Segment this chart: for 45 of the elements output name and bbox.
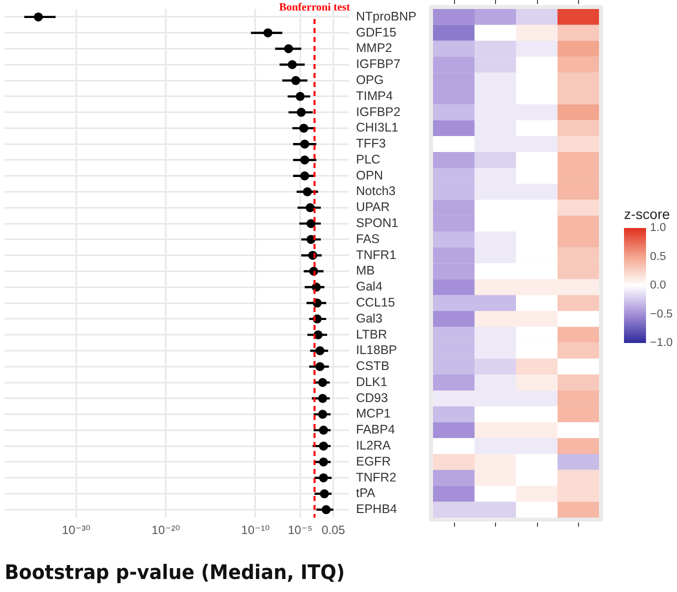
y-tick-label: FAS (356, 232, 380, 246)
y-tick-label: FABP4 (356, 422, 395, 437)
y-tick-label: OPG (356, 72, 384, 87)
y-tick-label: TNFR2 (356, 470, 396, 484)
y-tick-label: MCP1 (356, 406, 391, 421)
y-tick-label: OPN (356, 168, 384, 182)
x-tick-label: 10⁻²⁰ (152, 523, 180, 538)
y-tick-label: IGFBP2 (356, 104, 401, 119)
y-tick-label: MB (356, 264, 375, 278)
x-axis-title: Bootstrap p-value (Median, ITQ) (4, 560, 345, 584)
y-tick-label: TFF3 (356, 136, 386, 151)
y-tick-label: DLK1 (356, 374, 388, 389)
color-bar-label: −0.5 (650, 308, 673, 320)
y-tick-label: IL18BP (356, 343, 398, 358)
y-tick-label: TIMP4 (356, 88, 393, 103)
x-tick-label: 0.05 (322, 523, 346, 538)
y-tick-label: LTBR (356, 327, 388, 342)
y-tick-label: tPA (356, 486, 376, 500)
y-tick-label: IL2RA (356, 438, 392, 453)
y-tick-label: Gal3 (356, 311, 382, 326)
x-tick-label: 10⁻⁵ (288, 523, 313, 538)
color-bar-title: z-score (624, 206, 670, 222)
color-bar-label: 0.0 (650, 280, 666, 292)
y-tick-label: CCL15 (356, 295, 395, 310)
x-tick-label: 10⁻³⁰ (62, 523, 91, 538)
y-tick-label: PLC (356, 152, 380, 166)
y-tick-label: CSTB (356, 359, 390, 374)
color-bar-label: 0.5 (650, 250, 666, 263)
y-tick-label: TNFR1 (356, 248, 396, 262)
y-tick-label: CHI3L1 (356, 120, 398, 135)
ref-line-label: Bonferroni test (279, 1, 350, 14)
x-tick-label: 10⁻¹⁰ (241, 523, 270, 538)
y-tick-label: EPHB4 (356, 502, 398, 516)
y-tick-label: NTproBNP (356, 9, 416, 24)
color-bar-label: 1.0 (650, 222, 666, 234)
y-tick-label: CD93 (356, 390, 388, 405)
color-bar-label: −1.0 (650, 337, 673, 350)
y-tick-label: GDF15 (356, 25, 396, 40)
y-tick-label: Gal4 (356, 280, 382, 294)
y-tick-label: UPAR (356, 200, 390, 214)
y-tick-label: MMP2 (356, 41, 392, 56)
y-tick-label: SPON1 (356, 216, 398, 230)
y-tick-label: Notch3 (356, 184, 396, 198)
y-tick-label: EGFR (356, 454, 391, 468)
y-tick-label: IGFBP7 (356, 57, 401, 72)
